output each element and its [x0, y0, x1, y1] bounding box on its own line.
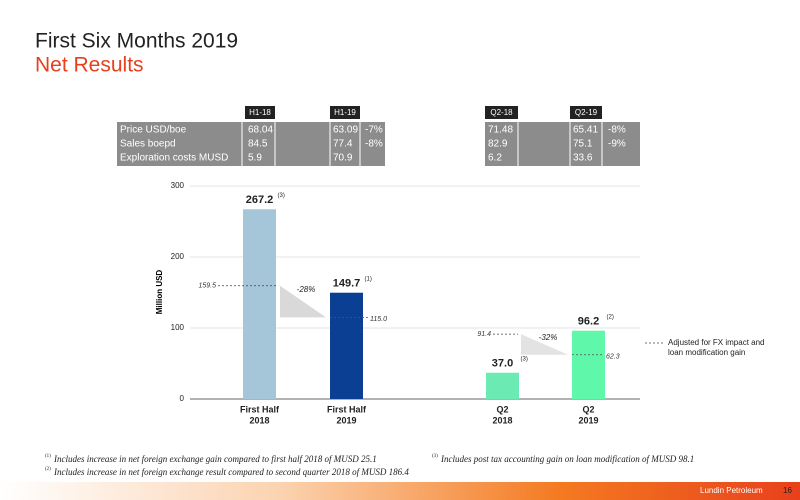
- column-header: Q2-18: [490, 108, 513, 117]
- value-label: 37.0: [492, 358, 513, 370]
- subtitle: Net Results: [35, 54, 144, 77]
- table-cell: 75.1: [573, 139, 593, 150]
- column-header-bg: [245, 106, 275, 119]
- value-note: (3): [521, 356, 528, 362]
- value-note: (1): [365, 276, 372, 282]
- table-cell: 63.09: [333, 125, 358, 136]
- value-note: (2): [607, 314, 614, 320]
- value-label: 267.2: [246, 194, 274, 206]
- bar: [243, 209, 276, 399]
- column-header: H1-19: [334, 108, 356, 117]
- adjusted-label: 159.5: [198, 283, 216, 290]
- bar: [330, 292, 363, 399]
- x-tick-label: 2018: [249, 415, 269, 425]
- table-cell: 65.41: [573, 125, 598, 136]
- footnote-marker: (3): [432, 454, 438, 459]
- y-tick-label: 300: [171, 181, 185, 190]
- adjusted-label: 91.4: [477, 331, 491, 338]
- legend-label: Adjusted for FX impact and loan modifica…: [668, 338, 765, 357]
- column-header-bg: [485, 106, 518, 119]
- footnote: Includes increase in net foreign exchang…: [53, 454, 377, 464]
- bar: [486, 372, 519, 399]
- y-tick-label: 200: [171, 252, 185, 261]
- row-label: Sales boepd: [120, 139, 176, 150]
- y-tick-label: 0: [180, 394, 185, 403]
- column-header: Q2-19: [575, 108, 598, 117]
- footnote-marker: (2): [45, 467, 51, 472]
- x-tick-label: 2018: [492, 415, 512, 425]
- adjusted-label: 62.3: [606, 354, 620, 361]
- table-cell: 70.9: [333, 153, 353, 164]
- footer-company: Lundin Petroleum: [700, 486, 763, 495]
- x-tick-label: First Half: [240, 404, 280, 414]
- adjusted-label: 115.0: [370, 316, 387, 323]
- footnote: Includes increase in net foreign exchang…: [53, 467, 409, 477]
- footnote: Includes post tax accounting gain on loa…: [440, 454, 694, 464]
- table-cell: -8%: [608, 125, 626, 136]
- column-header: H1-18: [249, 108, 271, 117]
- table-cell: 5.9: [248, 153, 262, 164]
- y-axis-label: Million USD: [155, 270, 164, 315]
- table-bg: [485, 122, 640, 166]
- table-cell: -7%: [365, 125, 383, 136]
- value-note: (3): [278, 193, 285, 199]
- y-tick-label: 100: [171, 323, 185, 332]
- change-triangle: [280, 285, 326, 318]
- row-label: Exploration costs MUSD: [120, 153, 228, 164]
- footnote-marker: (1): [45, 454, 51, 459]
- title: First Six Months 2019: [35, 30, 238, 53]
- change-triangle: [521, 334, 568, 355]
- value-label: 149.7: [333, 278, 361, 290]
- page-number: 16: [783, 486, 792, 495]
- column-header-bg: [330, 106, 360, 119]
- table-cell: -8%: [365, 139, 383, 150]
- bar: [572, 330, 605, 399]
- change-label: -28%: [297, 285, 316, 294]
- x-tick-label: Q2: [582, 404, 594, 414]
- x-tick-label: 2019: [578, 415, 598, 425]
- x-tick-label: Q2: [496, 404, 508, 414]
- footer-band: [0, 482, 800, 500]
- table-cell: 33.6: [573, 153, 593, 164]
- value-label: 96.2: [578, 316, 599, 328]
- x-tick-label: 2019: [336, 415, 356, 425]
- table-cell: -9%: [608, 139, 626, 150]
- table-cell: 71.48: [488, 125, 513, 136]
- column-header-bg: [570, 106, 602, 119]
- table-cell: 68.04: [248, 125, 273, 136]
- table-cell: 77.4: [333, 139, 353, 150]
- table-cell: 82.9: [488, 139, 508, 150]
- x-tick-label: First Half: [327, 404, 367, 414]
- table-cell: 84.5: [248, 139, 268, 150]
- change-label: -32%: [539, 333, 558, 342]
- table-cell: 6.2: [488, 153, 502, 164]
- row-label: Price USD/boe: [120, 125, 187, 136]
- table-bg: [117, 122, 385, 166]
